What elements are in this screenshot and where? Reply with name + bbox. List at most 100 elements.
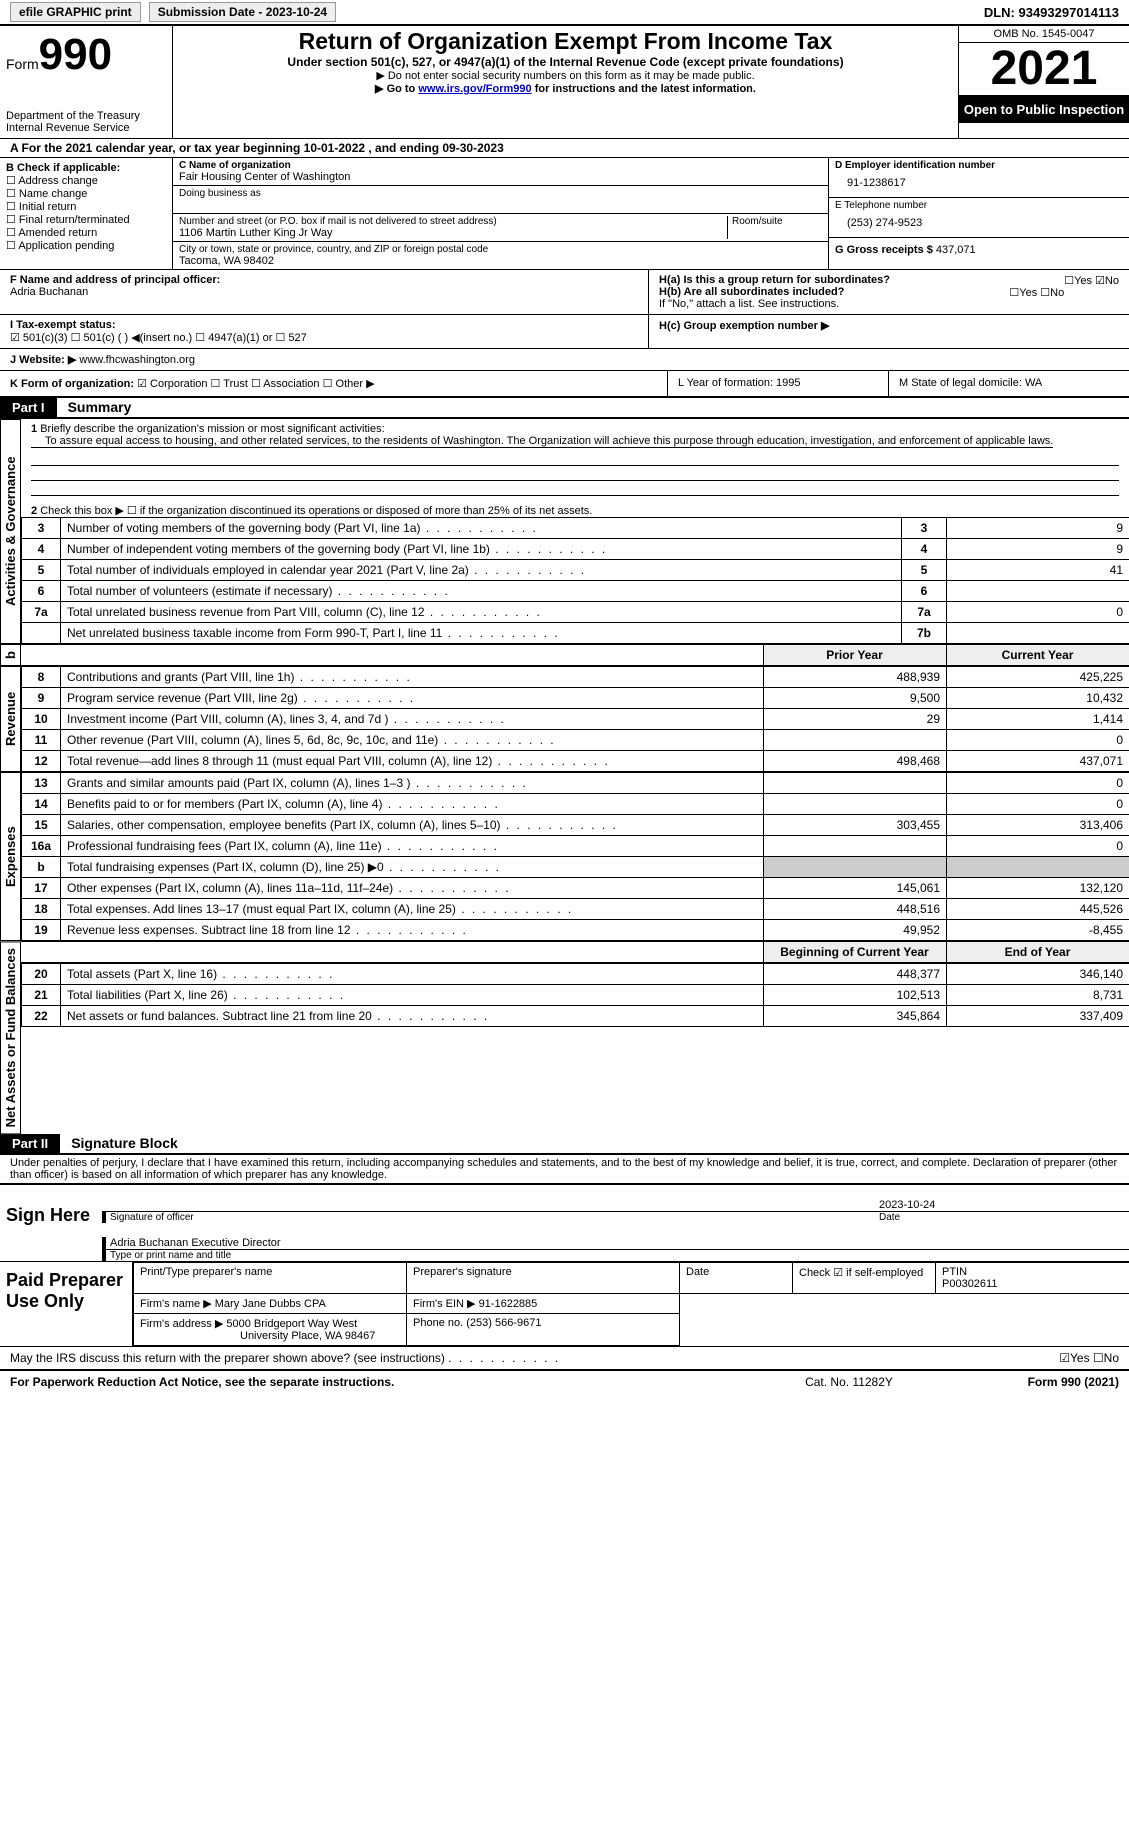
hc-label: H(c) Group exemption number ▶: [659, 320, 829, 332]
prior-value: 145,061: [764, 878, 947, 899]
line-ref: 6: [902, 581, 947, 602]
prior-value: 102,513: [764, 985, 947, 1006]
irs-label: Internal Revenue Service: [6, 122, 166, 134]
current-value: 1,414: [947, 709, 1129, 730]
firm-addr: 5000 Bridgeport Way West: [226, 1318, 357, 1330]
firm-ein: 91-1622885: [479, 1298, 538, 1310]
chk-amended[interactable]: Amended return: [6, 226, 166, 239]
dept-treasury: Department of the Treasury: [6, 110, 166, 122]
chk-final[interactable]: Final return/terminated: [6, 213, 166, 226]
line-text: Total number of volunteers (estimate if …: [61, 581, 902, 602]
side-b: b: [0, 644, 21, 666]
chk-address[interactable]: Address change: [6, 174, 166, 187]
current-value: 8,731: [947, 985, 1129, 1006]
prior-value: 488,939: [764, 667, 947, 688]
line-num: 20: [22, 964, 61, 985]
line-ref: 3: [902, 518, 947, 539]
q2-text: Check this box ▶ ☐ if the organization d…: [40, 505, 592, 517]
omb-number: OMB No. 1545-0047: [959, 26, 1129, 43]
prior-value: 345,864: [764, 1006, 947, 1027]
prior-value: 29: [764, 709, 947, 730]
ha-question: H(a) Is this a group return for subordin…: [659, 274, 1119, 286]
dln: DLN: 93493297014113: [984, 5, 1119, 20]
current-value: -8,455: [947, 920, 1129, 941]
org-name-label: C Name of organization: [179, 160, 822, 171]
hb-question: H(b) Are all subordinates included? ☐Yes…: [659, 286, 1119, 298]
submission-date: Submission Date - 2023-10-24: [149, 2, 336, 22]
tax-status-opts: ☑ 501(c)(3) ☐ 501(c) ( ) ◀(insert no.) ☐…: [10, 332, 307, 344]
sign-here: Sign Here: [0, 1185, 102, 1261]
pt-sig-label: Preparer's signature: [407, 1263, 680, 1294]
current-value: 337,409: [947, 1006, 1129, 1027]
side-expenses: Expenses: [0, 772, 21, 941]
gross-value: 437,071: [936, 244, 976, 256]
officer-name-title: Adria Buchanan Executive Director: [102, 1237, 281, 1249]
firm-addr-label: Firm's address ▶: [140, 1318, 223, 1330]
line-num: 9: [22, 688, 61, 709]
line-ref: 5: [902, 560, 947, 581]
declaration: Under penalties of perjury, I declare th…: [0, 1155, 1129, 1183]
irs-link[interactable]: www.irs.gov/Form990: [418, 83, 531, 95]
line-num: 14: [22, 794, 61, 815]
may-irs-question: May the IRS discuss this return with the…: [10, 1351, 445, 1365]
part2-header: Part II: [0, 1134, 60, 1153]
line-num: 13: [22, 773, 61, 794]
form-footer: Form 990 (2021): [939, 1375, 1119, 1389]
part2-title: Signature Block: [63, 1135, 178, 1151]
ssn-note: ▶ Do not enter social security numbers o…: [179, 69, 952, 82]
hdr-end: End of Year: [946, 942, 1129, 963]
prior-value: [764, 794, 947, 815]
line-text: Other revenue (Part VIII, column (A), li…: [61, 730, 764, 751]
city-state-zip: Tacoma, WA 98402: [179, 255, 822, 267]
pt-check: Check ☑ if self-employed: [793, 1263, 936, 1294]
prior-value: 448,377: [764, 964, 947, 985]
firm-name: Mary Jane Dubbs CPA: [215, 1298, 326, 1310]
line-num: 6: [22, 581, 61, 602]
open-inspection: Open to Public Inspection: [959, 96, 1129, 123]
line-num: 4: [22, 539, 61, 560]
line-num: 8: [22, 667, 61, 688]
sig-date: 2023-10-24: [879, 1199, 1129, 1211]
dba-label: Doing business as: [179, 188, 822, 199]
chk-pending[interactable]: Application pending: [6, 239, 166, 252]
hdr-prior: Prior Year: [763, 645, 946, 666]
officer-name: Adria Buchanan: [10, 286, 638, 298]
line-ref: 4: [902, 539, 947, 560]
line-text: Number of independent voting members of …: [61, 539, 902, 560]
current-value: 0: [947, 836, 1129, 857]
current-value: 425,225: [947, 667, 1129, 688]
chk-name[interactable]: Name change: [6, 187, 166, 200]
line-num: 3: [22, 518, 61, 539]
cat-no: Cat. No. 11282Y: [759, 1375, 939, 1389]
line-text: Net unrelated business taxable income fr…: [61, 623, 902, 644]
line-num: 19: [22, 920, 61, 941]
row-l: L Year of formation: 1995: [667, 371, 888, 396]
addr-label: Number and street (or P.O. box if mail i…: [179, 216, 727, 227]
side-activities: Activities & Governance: [0, 419, 21, 644]
efile-button[interactable]: efile GRAPHIC print: [10, 2, 141, 22]
chk-initial[interactable]: Initial return: [6, 200, 166, 213]
line-a: A For the 2021 calendar year, or tax yea…: [0, 139, 1129, 158]
line-text: Contributions and grants (Part VIII, lin…: [61, 667, 764, 688]
current-value: 0: [947, 730, 1129, 751]
city-label: City or town, state or province, country…: [179, 244, 822, 255]
hb-note: If "No," attach a list. See instructions…: [659, 298, 1119, 310]
line-text: Salaries, other compensation, employee b…: [61, 815, 764, 836]
side-revenue: Revenue: [0, 666, 21, 772]
current-value: 132,120: [947, 878, 1129, 899]
line-text: Professional fundraising fees (Part IX, …: [61, 836, 764, 857]
prior-value: [764, 836, 947, 857]
ein-label: D Employer identification number: [835, 160, 1123, 171]
tax-status-label: I Tax-exempt status:: [10, 319, 116, 331]
line-num: 7a: [22, 602, 61, 623]
phone-label: E Telephone number: [835, 200, 1123, 211]
firm-name-label: Firm's name ▶: [140, 1298, 212, 1310]
line-text: Total unrelated business revenue from Pa…: [61, 602, 902, 623]
may-irs-answer: ☑Yes ☐No: [1059, 1351, 1119, 1365]
hdr-beginning: Beginning of Current Year: [763, 942, 946, 963]
firm-phone-label: Phone no.: [413, 1317, 463, 1329]
current-value: 437,071: [947, 751, 1129, 772]
line-value: [947, 623, 1129, 644]
sig-officer-label: Signature of officer: [102, 1212, 879, 1223]
line-num: 21: [22, 985, 61, 1006]
